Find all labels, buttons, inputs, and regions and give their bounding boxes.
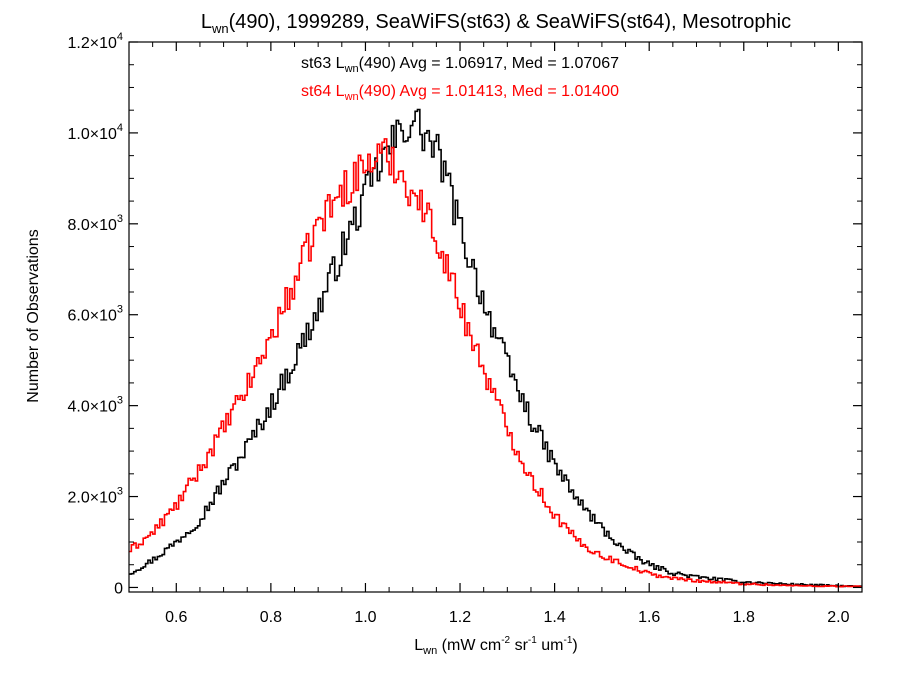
x-tick-label: 0.8 — [260, 609, 282, 626]
annotation-st64: st64 Lwn(490) Avg = 1.01413, Med = 1.014… — [301, 83, 619, 103]
chart-title-subscript: wn — [211, 21, 229, 36]
annotation-st63-subscript: wn — [344, 63, 359, 75]
x-tick-label: 1.8 — [733, 609, 755, 626]
x-tick-label: 1.4 — [543, 609, 565, 626]
x-tick-label: 0.6 — [165, 609, 187, 626]
chart-title: Lwn(490), 1999289, SeaWiFS(st63) & SeaWi… — [201, 11, 791, 36]
x-tick-label: 1.2 — [449, 609, 471, 626]
x-axis-label-exp1: -2 — [501, 635, 510, 646]
x-axis-label-um: um — [537, 637, 564, 654]
y-axis-label: Number of Observations — [25, 229, 42, 402]
y-tick-label: 4.0×103 — [67, 395, 123, 416]
plot-frame — [128, 41, 863, 593]
x-axis-label-exp2: -1 — [528, 635, 537, 646]
y-tick-label: 1.0×104 — [67, 122, 123, 143]
x-tick-label: 1.6 — [638, 609, 660, 626]
y-tick-label: 2.0×103 — [67, 486, 123, 507]
x-ticks-layer: 0.6 0.8 1.0 1.2 1.4 1.6 1.8 2.0 — [152, 42, 850, 626]
annotation-st63: st63 Lwn(490) Avg = 1.06917, Med = 1.070… — [301, 55, 619, 75]
annotation-st64-subscript: wn — [344, 91, 359, 103]
x-axis-label-sr: sr — [510, 637, 528, 654]
y-tick-label: 1.2×104 — [67, 31, 123, 52]
series-line-1 — [129, 138, 862, 588]
x-tick-label: 2.0 — [827, 609, 849, 626]
x-axis-label-subscript: wn — [422, 645, 437, 657]
y-tick-label: 6.0×103 — [67, 304, 123, 325]
chart-title-rest: (490), 1999289, SeaWiFS(st63) & SeaWiFS(… — [229, 11, 791, 33]
annotation-st64-rest: (490) Avg = 1.01413, Med = 1.01400 — [359, 83, 619, 100]
chart-title-symbol: L — [201, 11, 212, 33]
series-layer — [129, 108, 862, 588]
x-axis-label-exp3: -1 — [563, 635, 572, 646]
x-axis-label-symbol: L — [414, 637, 423, 654]
annotation-st64-prefix: st64 L — [301, 83, 345, 100]
annotation-st63-prefix: st63 L — [301, 55, 345, 72]
x-axis-label-close: ) — [572, 637, 577, 654]
annotation-st63-rest: (490) Avg = 1.06917, Med = 1.07067 — [359, 55, 619, 72]
x-tick-label: 1.0 — [354, 609, 376, 626]
x-axis-label-units: (mW cm — [437, 637, 501, 654]
x-axis-label: Lwn (mW cm-2 sr-1 um-1) — [414, 635, 577, 657]
y-ticks-layer: 0 2.0×103 4.0×103 6.0×103 8.0×103 1.0×104 1.2×… — [67, 31, 862, 597]
y-tick-label: 8.0×103 — [67, 213, 123, 234]
y-tick-label: 0 — [114, 580, 123, 597]
